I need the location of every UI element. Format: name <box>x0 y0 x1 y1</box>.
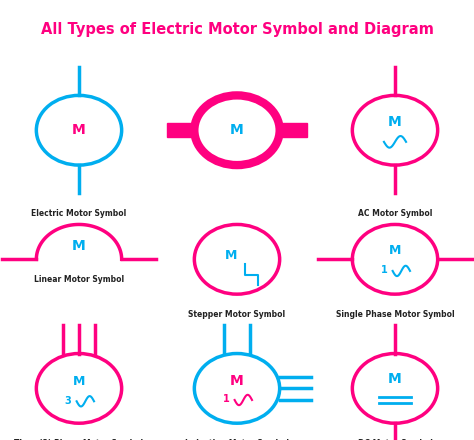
Text: Electric Motor Symbol: Electric Motor Symbol <box>31 209 127 218</box>
Text: AC Motor Symbol: AC Motor Symbol <box>358 209 432 218</box>
Text: Stepper Motor Symbol: Stepper Motor Symbol <box>189 310 285 319</box>
FancyBboxPatch shape <box>167 123 194 137</box>
Text: Single Phase Motor Symbol: Single Phase Motor Symbol <box>336 310 454 319</box>
Text: M: M <box>72 239 86 253</box>
Text: DC Motor Symbol: DC Motor Symbol <box>357 439 432 440</box>
FancyBboxPatch shape <box>280 123 307 137</box>
Text: M: M <box>225 249 237 262</box>
Text: Linear Motor Symbol: Linear Motor Symbol <box>34 275 124 284</box>
Text: 3: 3 <box>64 396 71 406</box>
Text: M: M <box>388 115 402 129</box>
Text: All Types of Electric Motor Symbol and Diagram: All Types of Electric Motor Symbol and D… <box>41 22 433 37</box>
Text: M: M <box>73 375 85 389</box>
Text: M: M <box>72 123 86 137</box>
Text: Induction Motor Symbol: Induction Motor Symbol <box>185 439 289 440</box>
Text: M: M <box>230 123 244 137</box>
Text: M: M <box>389 244 401 257</box>
Text: M: M <box>230 374 244 388</box>
Text: Three(3) Phase Motor Symbol: Three(3) Phase Motor Symbol <box>14 439 144 440</box>
Text: M: M <box>388 372 402 386</box>
Text: 1: 1 <box>223 394 229 404</box>
Text: 1: 1 <box>381 265 387 275</box>
